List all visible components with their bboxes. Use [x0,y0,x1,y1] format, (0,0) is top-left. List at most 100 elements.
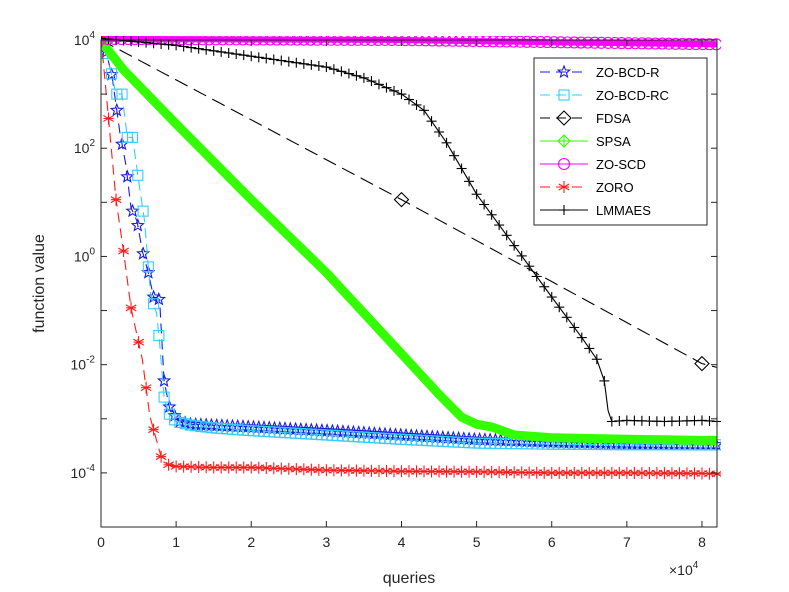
y-tick-label: 10-4 [71,463,96,481]
series-marker-lmmaes [381,82,392,93]
series-marker-zo-scd [500,36,513,48]
legend-item-zoro: ZORO [540,180,634,195]
series-marker-zo-scd [629,37,642,50]
legend-item-zo-scd: ZO-SCD [540,157,646,172]
series-marker-lmmaes [313,60,324,71]
series-marker-zo-bcd-r [120,169,135,183]
series-marker-lmmaes [539,281,550,292]
series-marker-lmmaes [464,176,475,187]
series-marker-zo-scd [595,36,608,49]
series-marker-lmmaes [426,116,437,127]
series-marker-lmmaes [276,55,287,66]
x-tick-label: 5 [473,534,481,550]
series-marker-lmmaes [163,39,174,50]
series-marker-lmmaes [411,99,422,110]
legend-item-fdsa: FDSA [540,110,631,126]
series-marker-lmmaes [569,322,580,333]
series-marker-lmmaes [358,72,369,83]
series-marker-lmmaes [133,36,144,47]
series-marker-lmmaes [261,53,272,64]
x-axis-multiplier: ×104 [669,560,699,578]
legend-marker [558,181,570,193]
series-marker-zo-scd [696,38,709,51]
series-marker-lmmaes [561,312,572,323]
series-marker-zo-scd [135,36,148,46]
series-marker-lmmaes [494,220,505,231]
series-marker-zo-scd [243,36,256,46]
series-marker-lmmaes [238,50,249,61]
series-marker-lmmaes [531,271,542,282]
series-marker-zo-scd [541,36,554,49]
legend-item-zo-bcd-rc: ZO-BCD-RC [540,88,669,103]
series-marker-zo-scd [581,36,594,49]
legend-label: ZO-SCD [596,157,646,172]
series-marker-lmmaes [576,332,587,343]
series-marker-lmmaes [253,52,264,63]
series-marker-zo-scd [493,36,506,48]
series-marker-zo-scd [250,36,263,46]
series-marker-fdsa [393,191,410,208]
legend-label: ZO-BCD-R [596,65,660,80]
series-marker-lmmaes [328,64,339,75]
series-marker-zoro [110,193,122,206]
series-marker-lmmaes [546,292,557,303]
series-marker-lmmaes [321,62,332,73]
legend-marker [557,134,571,148]
series-marker-zo-scd [547,36,561,49]
series-marker-zo-scd [602,36,615,49]
legend-marker [558,89,570,101]
series-marker-zo-bcd-rc [127,131,139,143]
series-marker-zo-scd [507,36,520,48]
x-tick-label: 0 [97,534,105,550]
series-marker-lmmaes [208,45,219,56]
series-marker-zo-scd [514,36,527,48]
series-marker-zo-bcd-rc [153,330,165,342]
series-marker-lmmaes [456,163,467,174]
series-marker-lmmaes [351,70,362,81]
series-marker-lmmaes [509,240,520,251]
x-tick-label: 3 [322,534,330,550]
series-marker-lmmaes [501,230,512,241]
series-marker-zo-scd [561,36,574,49]
series-marker-zo-bcd-r [95,23,106,34]
series-marker-zo-scd [683,37,696,51]
series-marker-lmmaes [366,76,377,87]
x-tick-label: 6 [548,534,556,550]
axes-box [100,39,718,528]
series-marker-zo-scd [642,37,655,50]
series-marker-lmmaes [246,51,257,62]
series-marker-zo-scd [487,36,500,48]
series-marker-zo-bcd-r [125,203,140,218]
legend-label: LMMAES [596,203,651,218]
legend-item-lmmaes: LMMAES [540,203,651,218]
legend-marker [557,157,571,171]
series-marker-lmmaes [156,39,167,50]
series-marker-zo-scd [662,37,675,50]
series-marker-zo-bcd-rc [132,169,144,181]
series-marker-zo-scd [588,36,601,49]
series-marker-lmmaes [599,375,610,386]
series-marker-lmmaes [336,66,347,77]
series-marker-lmmaes [388,85,399,96]
x-tick-label: 1 [172,534,180,550]
x-tick-label: 7 [623,534,631,550]
series-marker-lmmaes [201,44,212,55]
series-marker-lmmaes [283,56,294,67]
series-marker-zo-bcd-rc [105,68,118,80]
series-marker-zo-scd [203,36,216,46]
series-marker-lmmaes [186,42,197,53]
series-spsa [101,38,717,445]
series-marker-zo-scd [656,37,669,50]
series-marker-zo-bcd-r [156,373,172,388]
series-marker-zo-scd [439,36,452,47]
series-marker-lmmaes [291,57,302,68]
y-tick-label: 10-2 [71,355,96,373]
series-marker-lmmaes [479,199,490,210]
axes: 0 1 2 3 4 5 6 7 8 ×104 10-4 10-2 100 102 104 queries fun… [31,30,718,587]
series-line-zoro [101,37,718,475]
series-marker-zo-scd [568,36,581,49]
series-marker-zo-scd [574,36,588,49]
series-marker-zo-scd [466,36,479,48]
series-marker-zo-scd [196,36,209,46]
series-marker-zo-bcd-r [109,102,124,117]
